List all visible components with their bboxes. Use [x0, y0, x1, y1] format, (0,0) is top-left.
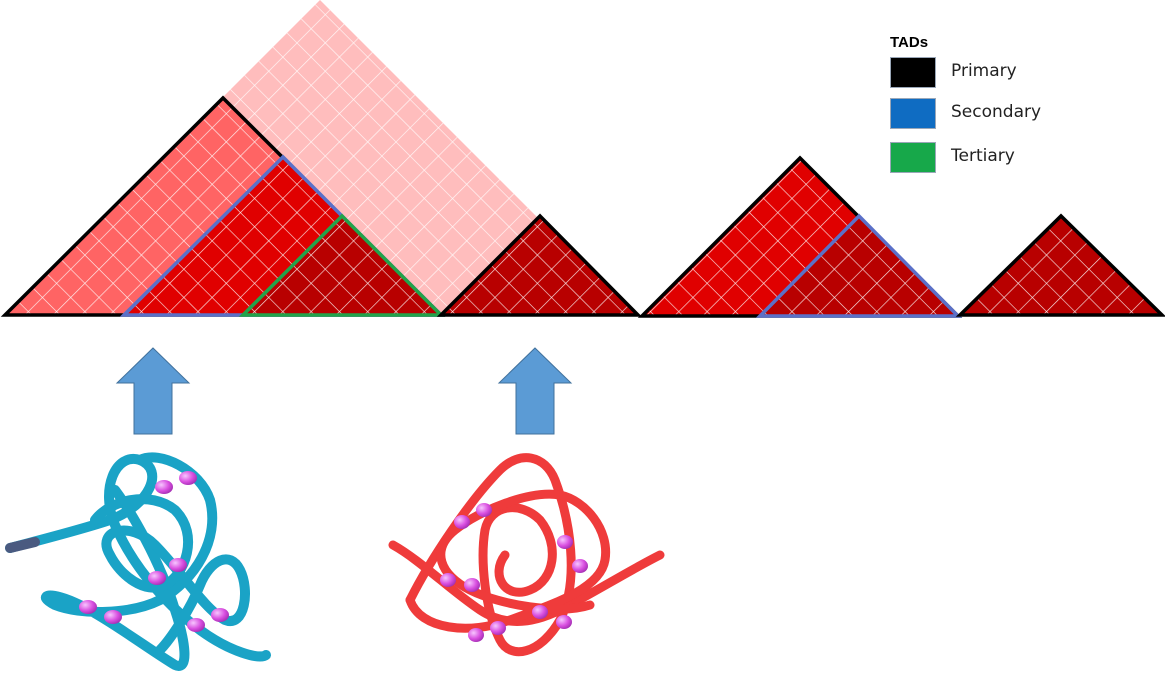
legend-label-secondary: Secondary — [951, 102, 1042, 122]
legend-swatch-primary — [890, 57, 936, 88]
chromatin-fiber-right — [388, 453, 665, 657]
cohesin-beads-right — [440, 503, 588, 642]
legend-item-secondary: Secondary — [888, 98, 1088, 142]
tertiary-tad — [238, 213, 446, 317]
legend-item-tertiary: Tertiary — [888, 142, 1088, 183]
up-arrow-right — [497, 347, 573, 435]
legend-swatch-secondary — [890, 98, 936, 129]
legend-label-primary: Primary — [951, 61, 1017, 81]
primary-tad-4 — [955, 213, 1165, 317]
primary-tad-2 — [436, 213, 643, 317]
cohesin-beads-left — [79, 471, 229, 632]
legend-title: TADs — [890, 34, 929, 51]
legend-label-tertiary: Tertiary — [951, 146, 1015, 166]
up-arrow-left — [115, 347, 191, 435]
secondary-tad-2 — [755, 213, 963, 318]
legend: TADs Primary Secondary Tertiary — [888, 34, 1088, 183]
chromatin-fiber-left — [5, 452, 271, 671]
legend-swatch-tertiary — [890, 142, 936, 173]
legend-item-primary: Primary — [888, 57, 1088, 98]
